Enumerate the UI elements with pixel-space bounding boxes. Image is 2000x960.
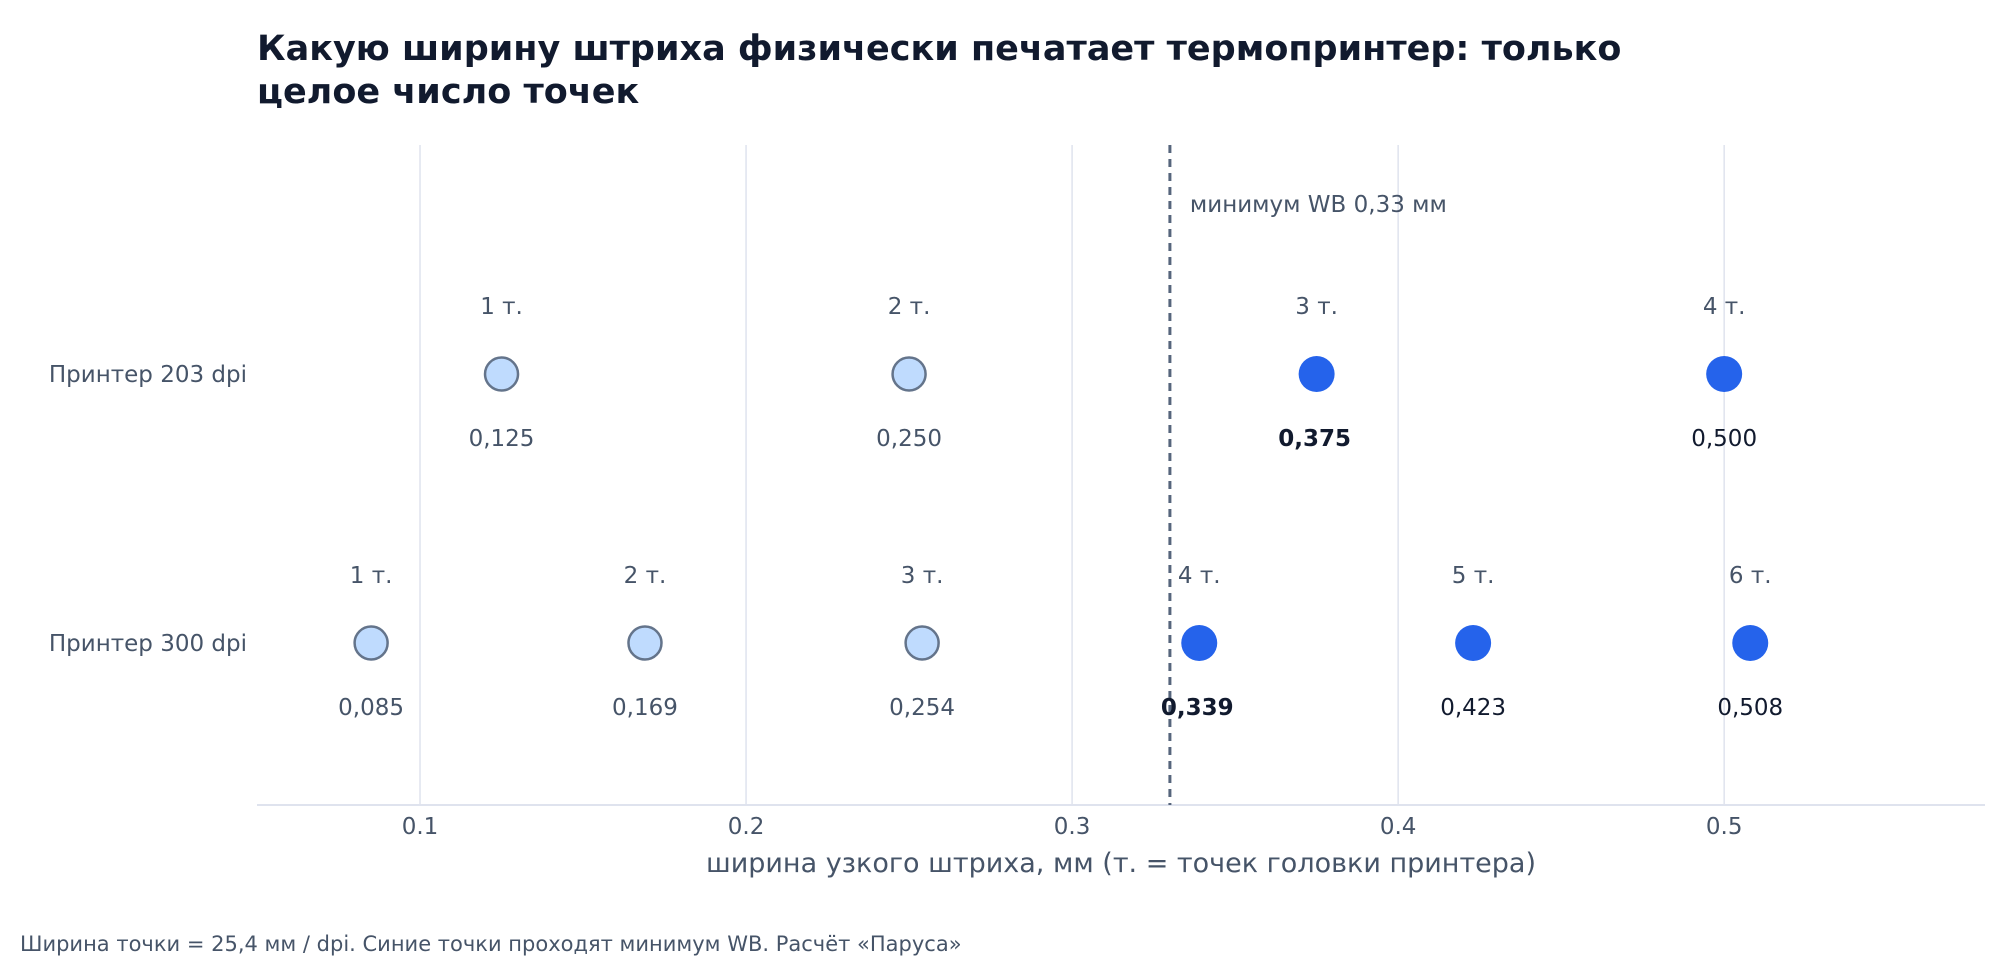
data-point-pass — [1706, 356, 1743, 392]
value-label: 0,254 — [889, 695, 955, 721]
chart-title: Какую ширину штриха физически печатает т… — [257, 29, 1621, 112]
row-group: Принтер 203 dpi 1 т. 0,125 2 т. 0,250 3 т. 0,3… — [49, 294, 1757, 452]
source-note: Ширина точки = 25,4 мм / dpi. Синие точк… — [20, 932, 962, 956]
title-line-2: целое число точек — [257, 72, 640, 112]
dot-count-label: 1 т. — [350, 563, 393, 589]
threshold-label: минимум WB 0,33 мм — [1190, 192, 1447, 218]
value-label: 0,125 — [469, 426, 535, 452]
title-line-1: Какую ширину штриха физически печатает т… — [257, 29, 1621, 69]
dot-count-label: 2 т. — [888, 294, 931, 320]
x-tick-label: 0.3 — [1054, 814, 1091, 840]
data-point-fail — [353, 625, 389, 661]
x-axis-label: ширина узкого штриха, мм (т. = точек гол… — [706, 848, 1536, 879]
data-point-pass — [1455, 625, 1492, 661]
dot-count-label: 1 т. — [480, 294, 523, 320]
value-label: 0,169 — [612, 695, 678, 721]
grid-lines — [419, 145, 1725, 805]
x-tick-label: 0.1 — [402, 814, 439, 840]
value-label: 0,250 — [876, 426, 942, 452]
data-point-pass — [1181, 625, 1218, 661]
data-point-fail — [891, 356, 927, 392]
x-tick-label: 0.4 — [1380, 814, 1417, 840]
x-tick-label: 0.5 — [1706, 814, 1743, 840]
value-label: 0,339 — [1161, 695, 1234, 721]
row-label: Принтер 203 dpi — [49, 362, 247, 388]
plot-rows: Принтер 203 dpi 1 т. 0,125 2 т. 0,250 3 т. 0,3… — [49, 294, 1783, 721]
data-point-fail — [483, 356, 520, 392]
x-tick-labels: 0.1 0.2 0.3 0.4 0.5 — [402, 814, 1743, 840]
dot-count-label: 6 т. — [1729, 563, 1772, 589]
dot-count-label: 4 т. — [1703, 294, 1746, 320]
data-point-fail — [904, 625, 940, 661]
value-label: 0,375 — [1278, 426, 1351, 452]
x-tick-label: 0.2 — [728, 814, 765, 840]
value-label: 0,508 — [1717, 695, 1783, 721]
data-point-pass — [1732, 625, 1769, 661]
value-label: 0,085 — [338, 695, 404, 721]
threshold-group: минимум WB 0,33 мм — [1168, 145, 1447, 805]
row-group: Принтер 300 dpi 1 т. 0,085 2 т. 0,169 3 т. 0,2… — [49, 563, 1783, 721]
data-point-fail — [627, 625, 663, 661]
value-label: 0,500 — [1691, 426, 1757, 452]
dot-count-label: 2 т. — [624, 563, 667, 589]
value-label: 0,423 — [1440, 695, 1506, 721]
data-point-pass — [1298, 356, 1335, 392]
dot-count-label: 3 т. — [901, 563, 944, 589]
row-label: Принтер 300 dpi — [49, 631, 247, 657]
dot-count-label: 3 т. — [1295, 294, 1338, 320]
dot-count-label: 4 т. — [1178, 563, 1221, 589]
dot-count-label: 5 т. — [1452, 563, 1495, 589]
